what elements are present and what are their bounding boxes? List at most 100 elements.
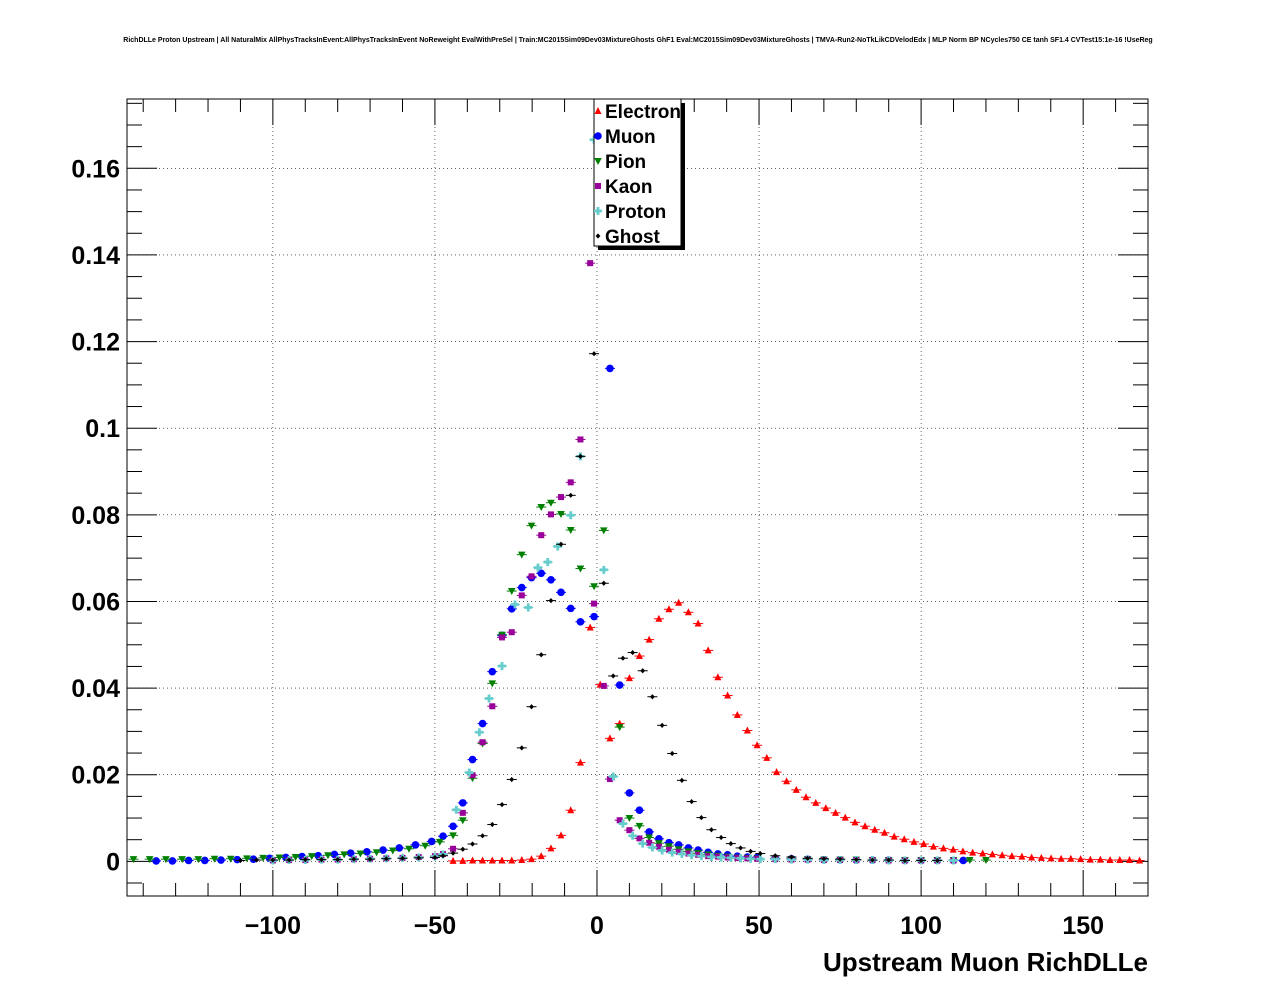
point-pion [388,847,397,855]
point-ghost [450,850,456,856]
point-ghost [620,655,626,661]
point-electron [547,844,555,852]
point-proton [677,849,686,858]
x-axis: −100 −50 0 50 100 150 [142,99,1149,940]
point-electron [861,822,869,830]
point-pion [210,855,219,863]
point-ghost [934,857,940,864]
point-kaon [538,532,545,539]
point-ghost [669,750,675,757]
y-tick-label: 0.12 [71,329,120,357]
point-muon [152,857,160,865]
point-pion [405,845,413,853]
legend-box [593,98,682,247]
point-electron [1116,856,1124,864]
point-electron [694,619,702,627]
point-muon [576,618,585,626]
point-electron [459,856,467,864]
point-proton [452,805,461,814]
point-kaon [450,845,457,852]
point-electron [449,856,457,864]
point-electron [822,804,830,812]
point-ghost [480,833,485,839]
point-ghost [489,821,495,828]
point-ghost [689,798,695,805]
point-electron [910,837,918,845]
point-pion [226,855,235,863]
y-tick-label: 0.16 [71,155,120,183]
point-pion [259,854,267,862]
point-electron [851,818,859,826]
point-muon [439,832,447,841]
legend: Electron Muon Pion Kaon Proton Ghost [593,98,685,250]
point-pion [982,857,990,865]
point-pion [372,849,381,857]
point-ghost [440,853,446,859]
point-electron [832,808,840,816]
point-proton [543,558,552,567]
x-tick-label: 50 [745,912,773,940]
point-electron [900,835,908,843]
point-muon [217,856,225,864]
legend-marker-electron [594,107,602,114]
legend-label-electron: Electron [605,102,681,123]
point-pion [356,850,365,858]
point-pion [537,504,546,512]
point-ghost [538,652,544,658]
point-ghost [659,722,665,728]
point-ghost [630,649,636,656]
legend-marker-ghost [595,233,601,239]
point-electron [665,605,673,613]
point-electron [733,710,741,718]
y-tick-label: 0.04 [71,675,120,703]
point-ghost [837,856,843,862]
point-electron [763,753,771,761]
point-electron [724,691,732,699]
point-muon [458,799,467,807]
point-proton [756,855,765,864]
point-electron [1067,854,1075,862]
point-kaon [665,846,672,853]
point-proton [717,853,726,862]
point-electron [969,848,977,856]
point-pion [178,856,186,864]
y-axis: 0 0.02 0.04 0.06 0.08 0.1 0.12 0.14 0.16 [71,102,1148,884]
point-kaon [469,772,476,779]
point-ghost [601,580,607,586]
y-tick-label: 0 [106,848,120,876]
point-pion [547,499,555,507]
point-proton [553,542,562,551]
point-electron [1047,854,1055,862]
point-proton [498,661,507,670]
point-electron [1008,852,1016,860]
point-ghost [886,857,892,863]
point-electron [1086,855,1094,863]
point-kaon [685,850,692,857]
point-ghost [319,857,324,863]
point-ghost [432,854,438,861]
point-ghost [748,848,754,854]
point-kaon [655,843,662,850]
legend-label-pion: Pion [605,152,646,173]
point-muon [468,755,477,764]
point-electron [802,793,810,801]
point-electron [635,652,643,660]
point-muon [363,848,371,856]
point-electron [586,623,594,631]
point-kaon [558,494,565,501]
point-proton [697,852,706,861]
point-electron [537,852,545,860]
point-ghost [902,857,908,864]
legend-label-ghost: Ghost [605,227,661,248]
point-muon [590,612,598,621]
point-electron [1126,856,1134,864]
point-pion [965,857,974,865]
point-electron [753,741,761,749]
point-proton [618,819,627,828]
point-pion [615,724,624,732]
x-axis-title: Upstream Muon RichDLLe [823,947,1148,977]
x-tick-label: 150 [1062,912,1104,940]
point-muon [346,849,355,857]
point-kaon [489,703,496,710]
point-electron [557,831,565,839]
